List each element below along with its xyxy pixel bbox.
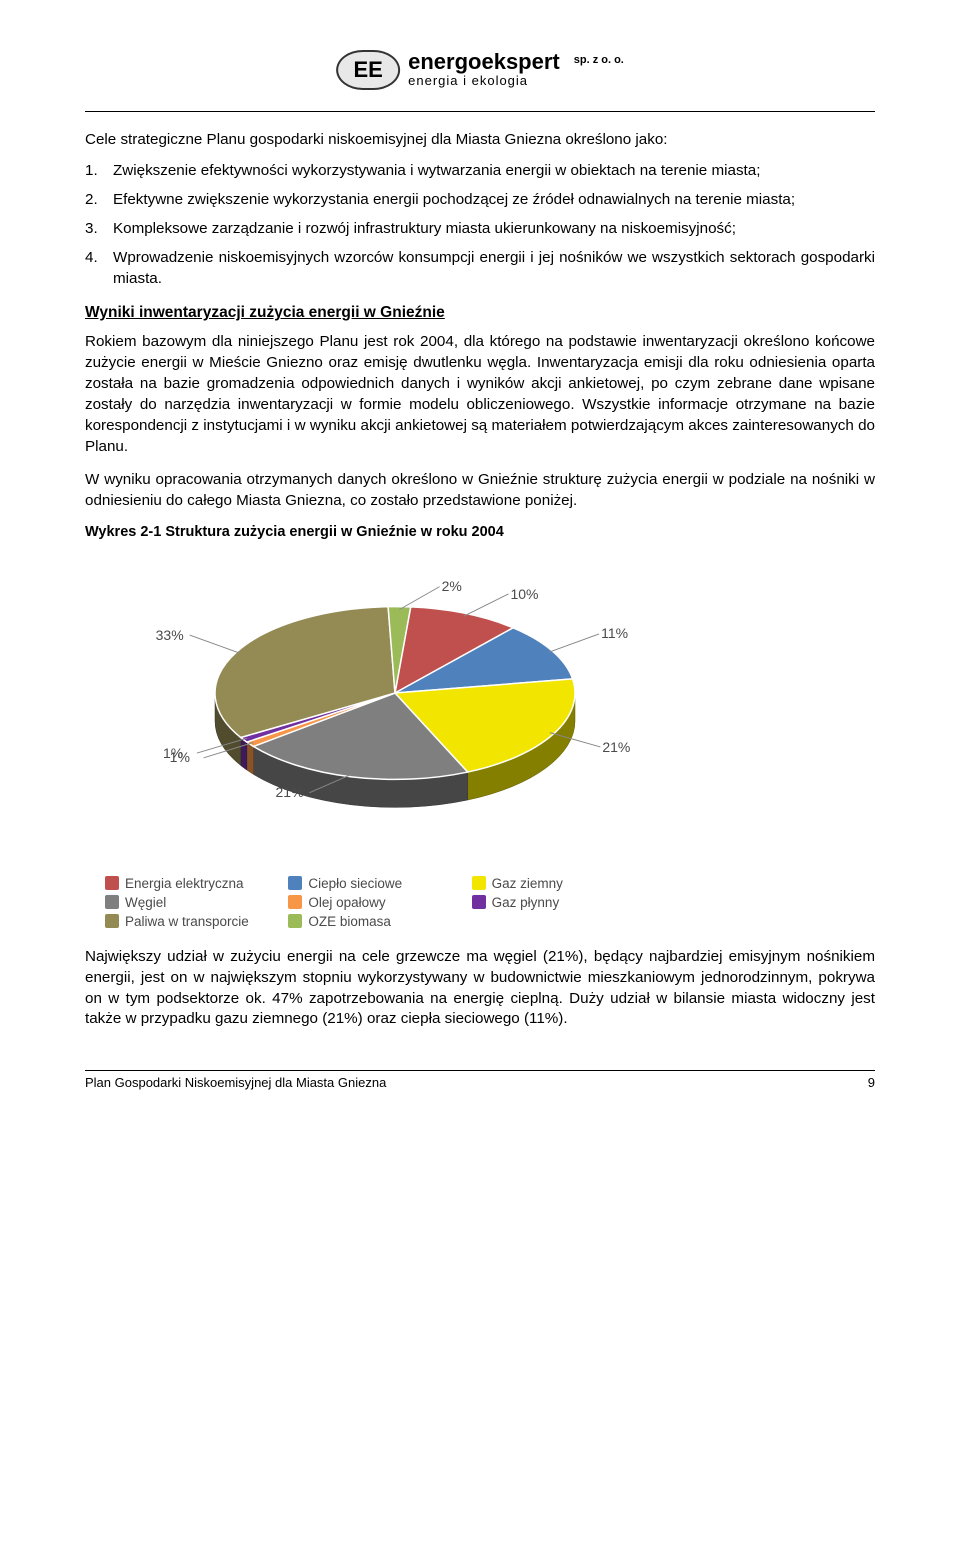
list-item: 2.Efektywne zwiększenie wykorzystania en… (85, 190, 875, 211)
legend-label: Węgiel (125, 895, 166, 910)
legend-item: OZE biomasa (288, 914, 461, 929)
legend-label: Olej opałowy (308, 895, 385, 910)
legend-item: Ciepło sieciowe (288, 876, 461, 891)
legend-label: Energia elektryczna (125, 876, 244, 891)
paragraph: W wyniku opracowania otrzymanych danych … (85, 470, 875, 512)
legend-label: Gaz ziemny (492, 876, 563, 891)
legend-label: Gaz płynny (492, 895, 560, 910)
legend-item: Energia elektryczna (105, 876, 278, 891)
header-rule (85, 111, 875, 112)
chart-percent-label: 21% (602, 739, 630, 755)
list-item: 1.Zwiększenie efektywności wykorzystywan… (85, 161, 875, 182)
chart-percent-label: 21% (276, 784, 304, 800)
page-number: 9 (868, 1075, 875, 1090)
pie-chart: 10%11%21%21%1%1%33%2% Energia elektryczn… (105, 548, 705, 929)
legend-item: Gaz ziemny (472, 876, 645, 891)
legend-swatch (105, 876, 119, 890)
logo-badge: EE (336, 50, 400, 90)
chart-percent-label: 10% (510, 586, 538, 602)
legend-swatch (105, 914, 119, 928)
logo-company-form: sp. z o. o. (574, 54, 624, 66)
section-title: Wyniki inwentaryzacji zużycia energii w … (85, 304, 875, 322)
footer-title: Plan Gospodarki Niskoemisyjnej dla Miast… (85, 1075, 386, 1090)
legend-label: OZE biomasa (308, 914, 391, 929)
legend-item: Węgiel (105, 895, 278, 910)
page-footer: Plan Gospodarki Niskoemisyjnej dla Miast… (85, 1070, 875, 1090)
legend-swatch (105, 895, 119, 909)
chart-percent-label: 11% (601, 625, 628, 641)
paragraph: Rokiem bazowym dla niniejszego Planu jes… (85, 332, 875, 458)
list-item: 4.Wprowadzenie niskoemisyjnych wzorców k… (85, 248, 875, 290)
legend-swatch (288, 914, 302, 928)
chart-percent-label: 1% (163, 745, 183, 761)
legend-swatch (288, 876, 302, 890)
logo-subtitle: energia i ekologia (408, 74, 560, 88)
chart-legend: Energia elektryczna Ciepło sieciowe Gaz zi… (105, 876, 645, 929)
list-item: 3.Kompleksowe zarządzanie i rozwój infra… (85, 219, 875, 240)
legend-swatch (288, 895, 302, 909)
legend-swatch (472, 895, 486, 909)
logo-block: EE energoekspert energia i ekologia sp. … (336, 50, 624, 90)
logo-title: energoekspert (408, 50, 560, 74)
intro-paragraph: Cele strategiczne Planu gospodarki nisko… (85, 130, 875, 151)
page-header: EE energoekspert energia i ekologia sp. … (85, 50, 875, 112)
legend-item: Gaz płynny (472, 895, 645, 910)
legend-item: Paliwa w transporcie (105, 914, 278, 929)
legend-swatch (472, 876, 486, 890)
legend-label: Ciepło sieciowe (308, 876, 402, 891)
chart-percent-label: 33% (156, 627, 184, 643)
chart-percent-label: 2% (442, 578, 462, 594)
legend-item: Olej opałowy (288, 895, 461, 910)
chart-title: Wykres 2-1 Struktura zużycia energii w G… (85, 524, 875, 540)
paragraph: Największy udział w zużyciu energii na c… (85, 947, 875, 1031)
strategic-goals-list: 1.Zwiększenie efektywności wykorzystywan… (85, 161, 875, 290)
legend-label: Paliwa w transporcie (125, 914, 249, 929)
